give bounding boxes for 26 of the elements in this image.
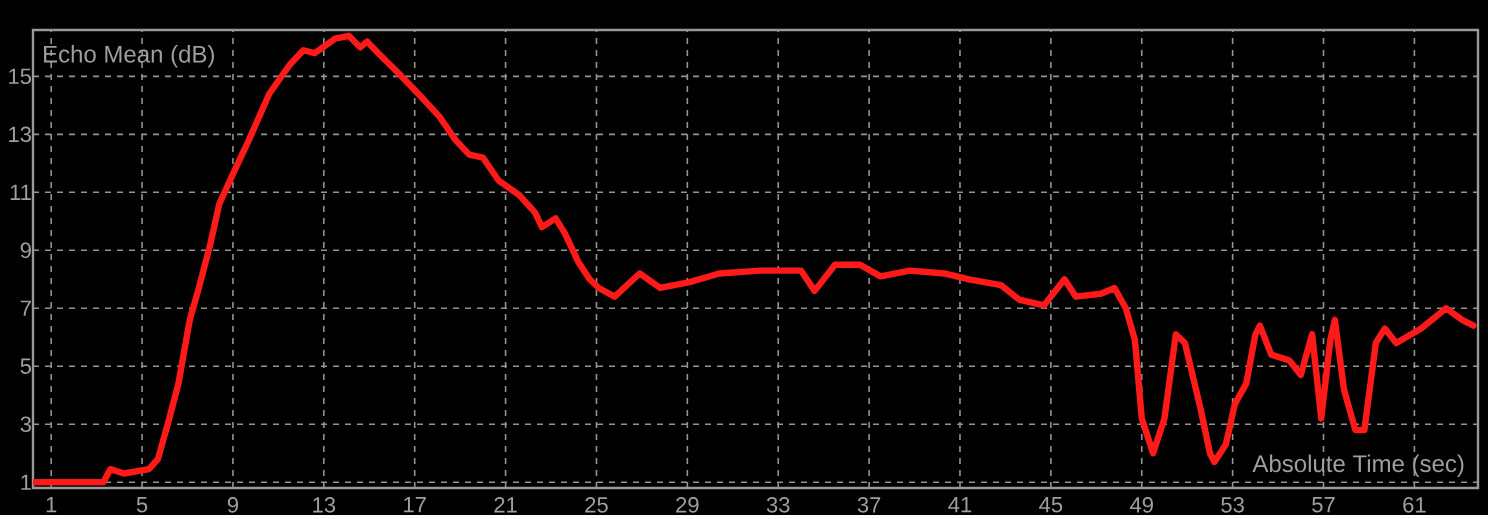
x-tick-label: 37 bbox=[857, 496, 881, 513]
y-tick-label: 7 bbox=[20, 300, 31, 316]
x-tick-label: 53 bbox=[1221, 496, 1244, 513]
x-tick-label: 21 bbox=[494, 496, 517, 513]
x-tick-label: 41 bbox=[948, 496, 972, 513]
x-tick-label: 1 bbox=[46, 496, 57, 513]
y-tick-label: 3 bbox=[20, 416, 31, 432]
x-tick-label: 49 bbox=[1130, 496, 1153, 513]
y-tick-label: 15 bbox=[9, 68, 31, 84]
y-tick-label: 9 bbox=[20, 242, 31, 258]
x-tick-label: 29 bbox=[676, 496, 699, 513]
x-axis-title: Absolute Time (sec) bbox=[1252, 454, 1464, 477]
x-tick-label: 33 bbox=[766, 496, 790, 513]
x-tick-label: 5 bbox=[136, 496, 148, 513]
x-tick-label: 45 bbox=[1039, 496, 1063, 513]
y-tick-label: 1 bbox=[21, 474, 31, 490]
x-tick-label: 9 bbox=[227, 496, 239, 513]
x-tick-label: 13 bbox=[313, 496, 336, 513]
x-tick-label: 61 bbox=[1403, 496, 1426, 513]
y-tick-label: 5 bbox=[20, 358, 31, 374]
x-tick-label: 25 bbox=[585, 496, 608, 513]
x-tick-label: 17 bbox=[404, 496, 426, 513]
y-axis-title: Echo Mean (dB) bbox=[44, 44, 214, 68]
x-tick-label: 57 bbox=[1312, 496, 1335, 513]
y-tick-label: 13 bbox=[9, 126, 31, 142]
y-tick-label: 11 bbox=[10, 184, 31, 200]
